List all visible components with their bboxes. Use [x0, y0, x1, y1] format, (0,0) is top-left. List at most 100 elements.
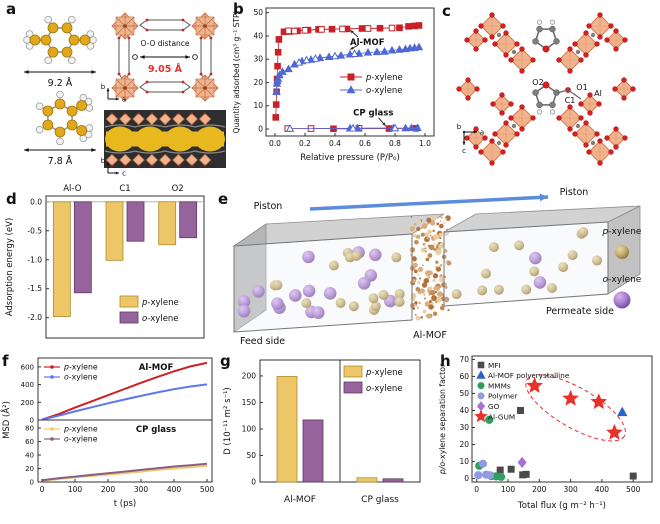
x-tick-label: 500 [200, 485, 215, 494]
group-label-cp-glass: CP glass [361, 495, 399, 505]
x-tick-label: 400 [167, 485, 182, 494]
y-tick-label: 30 [253, 55, 263, 64]
msd-series-p-xylene-al-mof [41, 361, 208, 421]
piston-left-label: Piston [254, 201, 283, 212]
xylene-spheres [237, 227, 602, 319]
panel-e-letter: e [218, 190, 229, 208]
x-tick-label: 0.2 [299, 139, 311, 148]
panel-a-letter: a [6, 0, 17, 18]
panel-c-letter: c [442, 2, 451, 20]
scatter-series-mfi [496, 406, 637, 480]
panel-c: c O2 C1 O1 Al a c b [440, 0, 660, 178]
msd-series-o-xylene-cp-glass [41, 462, 208, 482]
mof-channel-side-view: bc [101, 110, 226, 178]
separation-factor-chart: 0 100 200 300 400 500 0 10 20 30 40 50 60 70 Total flu… [438, 355, 653, 511]
y-tick-label: -0.5 [27, 226, 42, 235]
xylene-molecules: 9.2 Å 7.8 Å [23, 15, 97, 167]
y-tick-label: 0 [258, 125, 263, 134]
panel-g-letter: g [220, 352, 231, 370]
axis-a-label: a [122, 96, 126, 104]
o-xylene-width: 7.8 Å [48, 155, 73, 167]
x-axis-label: Relative pressure (P/P₀) [300, 153, 400, 163]
panel-e: e Piston Piston Feed side Al-MOF Permeate si… [212, 178, 660, 350]
axis-b-label: b [457, 123, 462, 131]
axis-b-label: b [101, 83, 106, 91]
legend-label: p-xylene [365, 73, 403, 83]
axis-a-label: a [480, 129, 484, 137]
plot-frame-1 [37, 419, 213, 483]
legend-label: o-xylene [64, 435, 98, 444]
y-tick-label: 10 [459, 457, 469, 466]
y-axis-label: MSD (Å²) [0, 401, 12, 439]
y-tick-label: 0.0 [30, 197, 42, 206]
atom-label-o2: O2 [532, 78, 543, 87]
series-o-xylene-al-mof-desorption [294, 49, 359, 66]
legend-label: Al-GUM [488, 412, 515, 421]
y-axis-label: p/o-xylene separation factor [438, 363, 447, 475]
y-tick-label: 150 [242, 398, 257, 407]
panel-b-letter: b [233, 0, 244, 18]
legend-label: o-xylene [366, 86, 403, 96]
y-tick-label: 60 [459, 372, 469, 381]
group-label-al-mof: Al-MOF [284, 495, 316, 505]
y-axis-label: Adsorption energy (eV) [5, 218, 15, 317]
atom-label-al: Al [594, 89, 602, 98]
scatter-series-polymer [474, 459, 494, 480]
x-tick-label: 300 [134, 485, 149, 494]
x-tick-label: 400 [595, 485, 610, 494]
y-tick-label: 40 [459, 406, 469, 415]
y-tick-label: -1.5 [27, 284, 42, 293]
y-tick-label: -1.0 [27, 255, 42, 264]
panel-f: f 0 200 400 600 p-xylene o-xylene Al-MOF 0 20 40 6… [0, 350, 218, 524]
series-o-xylene-cp-glass-desorption [285, 123, 400, 132]
y-axis-label: D (10⁻¹¹ m² s⁻¹) [223, 387, 233, 454]
legend-label: o-xylene [366, 384, 403, 394]
y-tick-label: 50 [253, 8, 263, 17]
adsorption-energy-chart: 0.0 -0.5 -1.0 -1.5 -2.0 Al-O C1 O2 Adsorption en… [5, 184, 205, 339]
y-tick-label: 50 [246, 451, 256, 460]
x-tick-label: 0.0 [269, 139, 281, 148]
series-o-xylene-cp-glass-adsorption [345, 123, 422, 132]
panel-b: b 0.0 0.2 0.4 0.6 0.8 1.0 0 10 20 30 40 50 Relative … [230, 0, 440, 178]
category-label: Al-O [63, 184, 81, 194]
y-tick-label: 0 [30, 417, 34, 425]
y-axis-label: Quantity adsorbed (cm³ g⁻¹ STP) [232, 10, 241, 133]
y-tick-label: 80 [25, 425, 34, 433]
y-tick-label: 100 [242, 424, 257, 433]
y-tick-label: 600 [21, 363, 34, 371]
y-tick-label: 200 [21, 399, 34, 407]
y-tick-label: 60 [25, 438, 34, 446]
legend-label: o-xylene [64, 373, 98, 382]
y-tick-label: 50 [459, 389, 469, 398]
y-tick-label: 0 [251, 478, 256, 487]
scatter-series-al-mof-polycrystalline [617, 406, 628, 417]
membrane-simulation-illustration: Piston Piston Feed side Al-MOF Permeate side… [232, 187, 642, 347]
axis-c-label: c [122, 170, 126, 178]
x-tick-label: 100 [501, 485, 516, 494]
legend-label: p-xylene [365, 368, 403, 378]
y-tick-label: 20 [25, 465, 34, 473]
bars-p-xylene [276, 376, 378, 483]
x-axis-label: Total flux (g m⁻² h⁻¹) [517, 501, 606, 511]
plot-frame [471, 355, 653, 483]
y-tick-label: 0 [30, 479, 34, 487]
legend-label: p-xylene [141, 298, 179, 308]
diffusivity-chart: 0 50 100 150 200 Al-MOF CP glass D (10⁻¹¹ m² s⁻… [223, 359, 421, 505]
x-tick-label: 200 [101, 485, 116, 494]
y-tick-label: 30 [459, 423, 469, 432]
y-tick-label: 0 [464, 474, 469, 483]
x-tick-label: 0 [40, 485, 45, 494]
legend: p-xylene o-xylene [119, 295, 179, 324]
pore-distance-value: 9.05 Å [148, 64, 183, 75]
x-tick-label: 0.6 [359, 139, 371, 148]
bars-o-xylene [73, 201, 198, 294]
x-tick-label: 200 [532, 485, 547, 494]
plot-frame [265, 7, 435, 137]
legend-label: Al-MOF polycrystalline [488, 371, 570, 380]
